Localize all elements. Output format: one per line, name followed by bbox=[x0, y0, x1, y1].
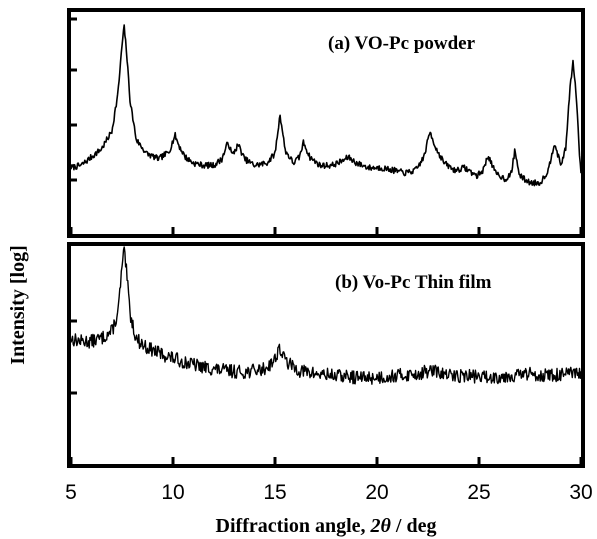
y-axis-title: Intensity [log] bbox=[7, 245, 29, 364]
x-tick-labels: 5 10 15 20 25 30 bbox=[65, 481, 593, 504]
panel-a-label: (a) VO-Pc powder bbox=[328, 33, 476, 54]
x-axis-title: Diffraction angle, 2θ / deg bbox=[216, 515, 437, 537]
x-tick-label: 5 bbox=[65, 481, 77, 504]
x-tick-label: 10 bbox=[161, 481, 184, 504]
panel-b-y-ticks bbox=[69, 319, 77, 395]
panel-b-x-ticks bbox=[69, 457, 583, 464]
panel-a-series-line bbox=[70, 24, 582, 187]
panel-a-powder: (a) VO-Pc powder bbox=[67, 8, 585, 238]
panel-a-y-ticks bbox=[69, 17, 77, 182]
panel-a-x-ticks bbox=[69, 227, 583, 234]
x-tick-label: 25 bbox=[467, 481, 490, 504]
panel-b-thin-film: (b) Vo-Pc Thin film bbox=[67, 242, 585, 468]
x-tick-label: 15 bbox=[263, 481, 286, 504]
panel-a-frame bbox=[67, 8, 585, 238]
panel-b-label: (b) Vo-Pc Thin film bbox=[335, 272, 492, 293]
panel-b-series-line bbox=[70, 246, 582, 385]
x-tick-label: 20 bbox=[365, 481, 388, 504]
x-tick-label: 30 bbox=[569, 481, 592, 504]
panel-b-frame bbox=[67, 242, 585, 468]
